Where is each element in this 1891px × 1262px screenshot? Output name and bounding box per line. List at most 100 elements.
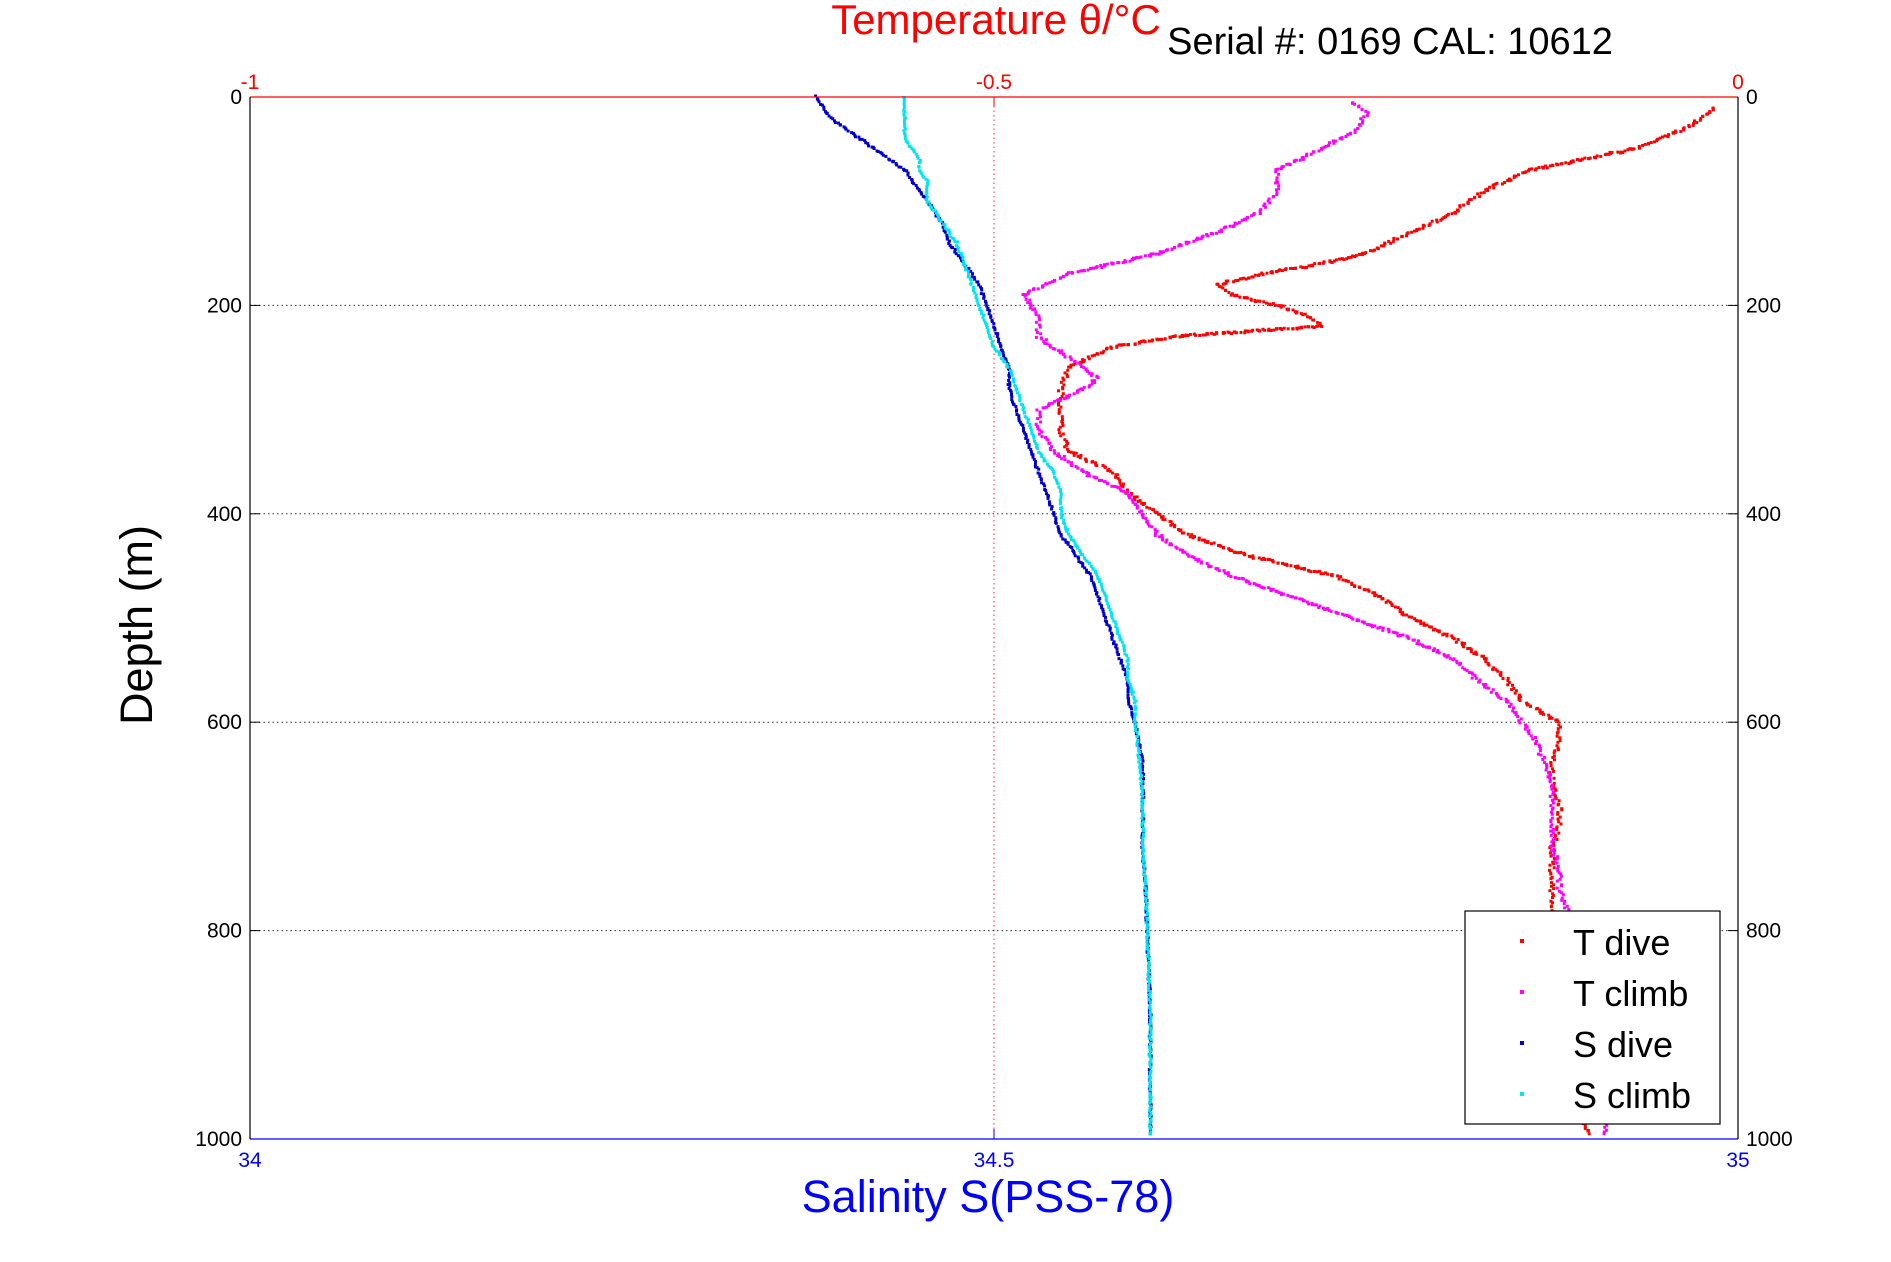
data-point <box>1024 293 1028 297</box>
data-point <box>1148 524 1151 528</box>
data-point <box>1192 239 1196 243</box>
data-point <box>1002 354 1006 357</box>
data-point <box>1506 683 1510 687</box>
data-point <box>1155 511 1159 515</box>
data-point <box>1122 645 1126 649</box>
data-point <box>1313 570 1316 573</box>
data-point <box>1219 285 1223 289</box>
data-point <box>1090 460 1094 464</box>
data-point <box>1066 541 1070 545</box>
data-point <box>1040 435 1044 439</box>
data-point <box>1303 567 1307 571</box>
data-point <box>1251 275 1255 279</box>
data-point <box>1548 794 1552 798</box>
data-point <box>1275 589 1279 593</box>
data-point <box>1133 729 1137 733</box>
data-point <box>1173 246 1177 250</box>
data-point <box>1482 683 1486 686</box>
data-point <box>962 260 966 264</box>
data-point <box>1065 373 1069 377</box>
data-point <box>1138 771 1142 774</box>
data-point <box>1554 797 1558 801</box>
data-point <box>1529 704 1532 708</box>
data-point <box>918 169 922 173</box>
data-point <box>860 137 864 141</box>
data-point <box>1442 216 1446 220</box>
data-point <box>1550 810 1553 814</box>
data-point <box>1056 398 1060 402</box>
data-point <box>1021 426 1025 430</box>
data-point <box>1392 237 1396 241</box>
data-point <box>1058 351 1062 355</box>
data-point <box>1044 489 1048 492</box>
data-point <box>1499 697 1503 701</box>
data-point <box>1017 416 1021 420</box>
data-point <box>1194 238 1198 242</box>
data-point <box>1126 693 1130 697</box>
data-point <box>1552 801 1555 805</box>
data-point <box>1069 357 1073 361</box>
data-point <box>1076 546 1079 550</box>
data-point <box>1075 544 1079 548</box>
data-point <box>1313 262 1317 266</box>
data-point <box>1139 255 1143 259</box>
data-point <box>1201 333 1205 337</box>
data-point <box>1126 343 1130 347</box>
data-point <box>1048 503 1052 507</box>
data-point <box>1077 361 1081 365</box>
data-point <box>971 288 975 292</box>
data-point <box>918 159 922 162</box>
data-point <box>959 252 963 255</box>
legend-label: T climb <box>1573 973 1688 1014</box>
data-point <box>1353 255 1357 259</box>
data-point <box>1513 691 1517 695</box>
data-point <box>1012 380 1016 384</box>
data-point <box>1371 591 1375 595</box>
data-point <box>1556 727 1560 731</box>
data-point <box>1144 887 1148 891</box>
data-point <box>880 152 884 156</box>
data-point <box>1238 295 1242 299</box>
data-point <box>1448 656 1452 660</box>
data-point <box>979 285 982 289</box>
data-point <box>892 159 896 163</box>
data-point <box>1240 218 1244 222</box>
data-point <box>1281 561 1284 565</box>
data-point <box>1235 331 1238 335</box>
data-point <box>1492 186 1496 190</box>
data-point <box>1317 149 1321 153</box>
data-point <box>1561 893 1565 897</box>
data-point <box>1072 550 1076 553</box>
data-point <box>1233 294 1237 298</box>
data-point <box>1115 345 1119 349</box>
data-point <box>1552 844 1556 848</box>
data-point <box>1549 872 1553 876</box>
data-point <box>1569 161 1573 165</box>
data-point <box>1242 296 1246 300</box>
data-point <box>1359 117 1363 121</box>
data-point <box>1029 450 1033 454</box>
data-point <box>1100 587 1104 591</box>
data-point <box>1170 543 1174 547</box>
data-point <box>1422 621 1426 625</box>
data-point <box>951 246 955 250</box>
data-point <box>1182 531 1186 535</box>
data-point <box>961 255 965 259</box>
data-point <box>1148 1022 1152 1026</box>
data-point <box>1519 717 1523 721</box>
data-point <box>1010 371 1014 375</box>
data-point <box>1050 505 1054 509</box>
data-point <box>1461 666 1465 670</box>
data-point <box>1269 270 1273 274</box>
data-point <box>1007 373 1011 377</box>
data-point <box>1200 235 1204 239</box>
data-point <box>1025 440 1029 444</box>
data-point <box>1092 266 1096 270</box>
legend-marker <box>1520 939 1524 943</box>
data-point <box>1100 606 1104 610</box>
data-point <box>1027 443 1031 447</box>
data-point <box>1269 589 1273 593</box>
data-point <box>1125 490 1129 494</box>
data-point <box>1484 683 1488 686</box>
data-point <box>1393 631 1397 635</box>
